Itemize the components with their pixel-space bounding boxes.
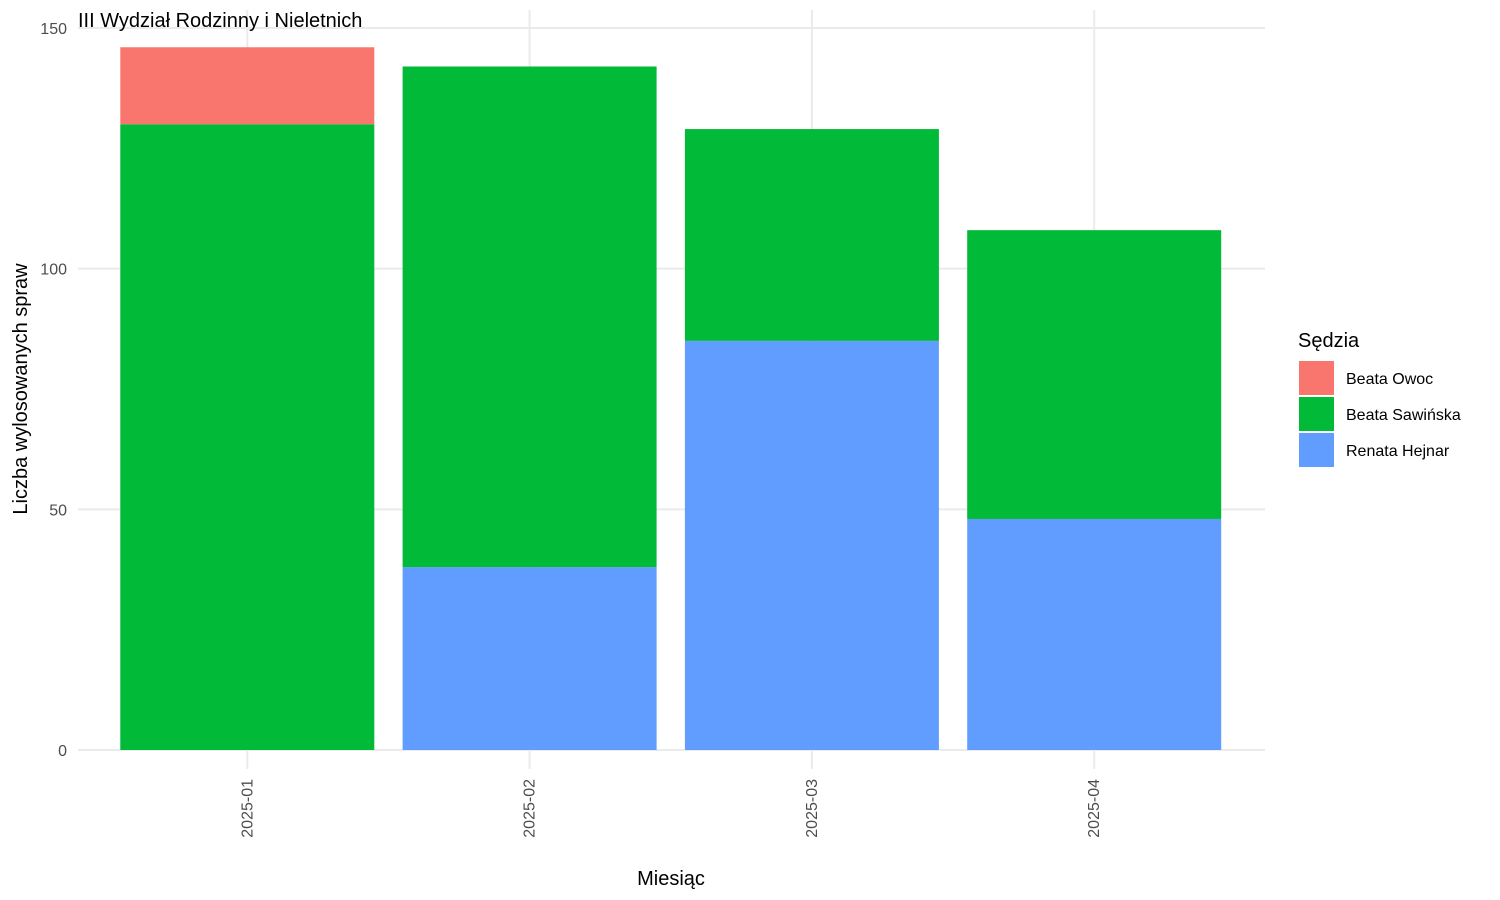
- x-tick-label: 2025-02: [522, 779, 539, 838]
- x-tick-label: 2025-01: [239, 779, 256, 838]
- y-axis-ticks: 0 50 100 150: [40, 21, 67, 760]
- y-tick-label: 0: [58, 743, 67, 760]
- chart-title: III Wydział Rodzinny i Nieletnich: [78, 10, 362, 32]
- bar-2025-03-renata-hejnar: [684, 340, 939, 750]
- y-tick-label: 150: [40, 21, 67, 38]
- x-tick-label: 2025-04: [1086, 779, 1103, 838]
- y-tick-label: 100: [40, 262, 67, 279]
- bar-2025-02-beata-sawi-ska: [402, 66, 657, 568]
- legend-key-renata-hejnar: [1299, 433, 1334, 467]
- legend-title: Sędzia: [1298, 330, 1360, 352]
- legend-items: Beata Owoc Beata Sawińska Renata Hejnar: [1299, 361, 1461, 467]
- bar-2025-01-beata-owoc: [120, 47, 375, 125]
- y-axis-title: Liczba wylosowanych spraw: [10, 263, 32, 515]
- bar-2025-02-renata-hejnar: [402, 567, 657, 750]
- x-tick-label: 2025-03: [804, 779, 821, 838]
- legend-label-beata-owoc: Beata Owoc: [1346, 371, 1433, 388]
- legend-label-renata-hejnar: Renata Hejnar: [1346, 443, 1450, 460]
- legend: Sędzia Beata Owoc Beata Sawińska Renata He…: [1298, 330, 1461, 467]
- legend-key-beata-owoc: [1299, 361, 1334, 395]
- bar-2025-04-renata-hejnar: [967, 518, 1222, 750]
- bar-2025-01-beata-sawi-ska: [120, 124, 375, 751]
- x-axis-title: Miesiąc: [637, 868, 705, 890]
- bar-2025-04-beata-sawi-ska: [967, 230, 1222, 519]
- bar-2025-03-beata-sawi-ska: [684, 129, 939, 341]
- legend-key-beata-sawi-ska: [1299, 397, 1334, 431]
- bars-layer: [120, 47, 1222, 751]
- legend-label-beata-sawi-ska: Beata Sawińska: [1346, 407, 1461, 424]
- y-tick-label: 50: [49, 502, 67, 519]
- x-axis-ticks: 2025-01 2025-02 2025-03 2025-04: [239, 779, 1103, 838]
